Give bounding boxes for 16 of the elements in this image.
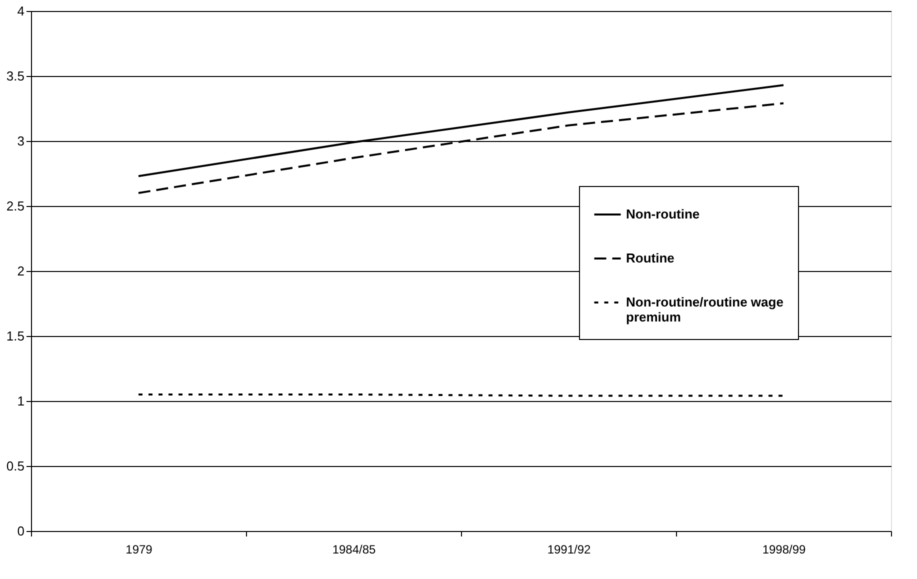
y-tick-label: 1 — [17, 394, 24, 408]
x-tick-label: 1984/85 — [332, 542, 376, 556]
y-tick-label: 2 — [17, 264, 24, 278]
x-tick-label: 1979 — [126, 542, 153, 556]
y-tick-label: 0 — [17, 524, 24, 538]
y-tick-label: 3 — [17, 134, 24, 148]
legend-label: Non-routine/routine wage premium — [626, 294, 784, 324]
legend-label: Non-routine — [626, 206, 700, 222]
y-tick-label: 3.5 — [6, 68, 24, 84]
x-tick-label: 1991/92 — [547, 542, 592, 556]
x-tick-label: 1998/99 — [762, 542, 806, 556]
y-tick-label: 2.5 — [6, 198, 24, 214]
y-tick-label: 0.5 — [6, 458, 24, 474]
y-tick-label: 1.5 — [6, 328, 24, 344]
y-tick-label: 4 — [17, 4, 24, 18]
legend-label: Routine — [626, 250, 674, 266]
